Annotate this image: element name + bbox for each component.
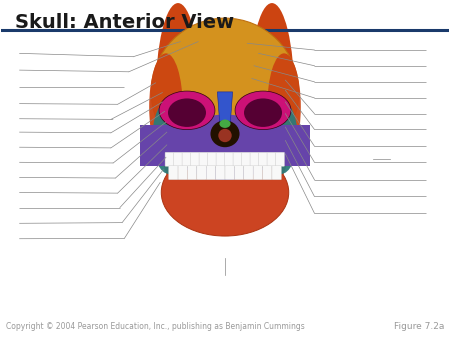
Ellipse shape [244, 98, 282, 127]
FancyBboxPatch shape [234, 166, 244, 180]
Ellipse shape [168, 98, 206, 127]
FancyBboxPatch shape [225, 152, 234, 166]
FancyBboxPatch shape [216, 152, 225, 166]
FancyBboxPatch shape [165, 152, 174, 166]
Polygon shape [217, 92, 233, 127]
Text: Figure 7.2a: Figure 7.2a [394, 321, 444, 331]
FancyBboxPatch shape [188, 166, 197, 180]
FancyBboxPatch shape [275, 152, 284, 166]
FancyBboxPatch shape [197, 166, 206, 180]
FancyBboxPatch shape [178, 166, 188, 180]
Ellipse shape [149, 53, 183, 161]
Ellipse shape [218, 129, 232, 142]
Ellipse shape [235, 91, 291, 129]
Ellipse shape [153, 100, 186, 174]
FancyBboxPatch shape [169, 165, 281, 168]
Ellipse shape [211, 120, 239, 147]
FancyBboxPatch shape [233, 152, 242, 166]
Ellipse shape [250, 3, 294, 188]
FancyBboxPatch shape [242, 152, 251, 166]
FancyBboxPatch shape [140, 125, 310, 166]
FancyBboxPatch shape [262, 166, 272, 180]
Ellipse shape [220, 120, 230, 128]
FancyBboxPatch shape [250, 152, 259, 166]
FancyBboxPatch shape [206, 166, 216, 180]
FancyBboxPatch shape [190, 152, 199, 166]
FancyBboxPatch shape [199, 152, 208, 166]
FancyBboxPatch shape [182, 152, 191, 166]
Ellipse shape [175, 127, 275, 174]
Ellipse shape [267, 53, 301, 161]
Ellipse shape [172, 115, 278, 180]
Text: Copyright © 2004 Pearson Education, Inc., publishing as Benjamin Cummings: Copyright © 2004 Pearson Education, Inc.… [6, 321, 305, 331]
Ellipse shape [156, 3, 200, 188]
FancyBboxPatch shape [244, 166, 253, 180]
FancyBboxPatch shape [225, 166, 234, 180]
Ellipse shape [159, 91, 215, 129]
FancyBboxPatch shape [169, 166, 178, 180]
Text: Skull: Anterior View: Skull: Anterior View [15, 13, 234, 32]
FancyBboxPatch shape [267, 152, 276, 166]
FancyBboxPatch shape [259, 152, 267, 166]
FancyBboxPatch shape [207, 152, 216, 166]
Ellipse shape [264, 100, 297, 174]
Ellipse shape [151, 18, 299, 166]
FancyBboxPatch shape [216, 166, 225, 180]
FancyBboxPatch shape [272, 166, 281, 180]
Ellipse shape [161, 149, 289, 236]
FancyBboxPatch shape [253, 166, 262, 180]
FancyBboxPatch shape [174, 152, 183, 166]
